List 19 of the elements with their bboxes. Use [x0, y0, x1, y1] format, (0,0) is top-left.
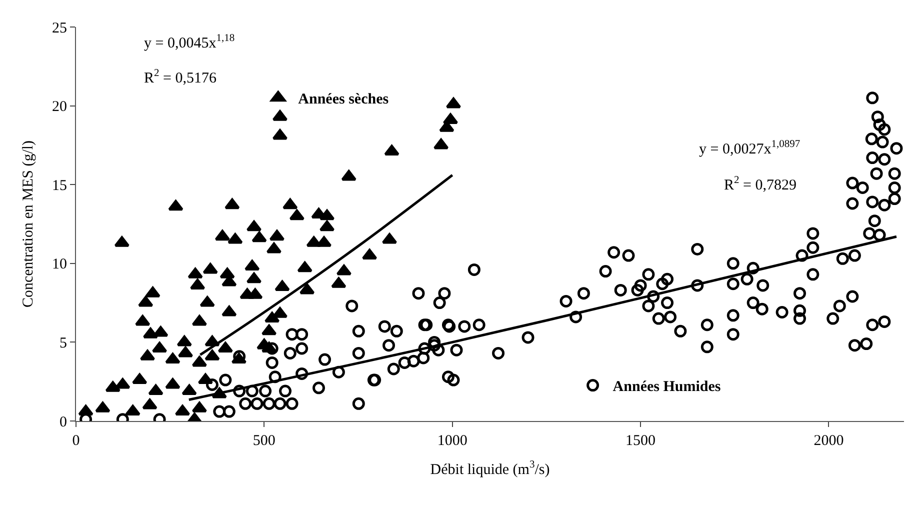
annotation: y = 0,0045x$^{1,18}$ [144, 33, 235, 52]
annotation: R$^{2}$ = 0,7829 [724, 175, 796, 194]
x-tick-label: 0 [72, 433, 80, 449]
y-axis-title: Concentration en MES (g/l) [20, 140, 36, 308]
y-tick-label: 5 [60, 335, 67, 352]
y-tick-label: 0 [60, 414, 67, 430]
x-tick-label: 1000 [437, 433, 468, 449]
y-tick-label: 25 [52, 20, 67, 36]
y-tick-label: 20 [52, 99, 67, 116]
x-axis-title: Débit liquide (m$^{3}$/s) [430, 460, 550, 478]
annotation: R$^{2}$ = 0,5176 [144, 68, 217, 86]
legend-label: Années sèches [298, 92, 389, 108]
annotation: y = 0,0027x$^{1,0897}$ [699, 139, 800, 158]
y-tick-label: 10 [52, 256, 67, 273]
y-tick-label: 15 [52, 178, 67, 194]
x-tick-label: 500 [252, 433, 276, 449]
x-tick-label: 2000 [814, 433, 844, 449]
x-tick-label: 1500 [626, 433, 656, 449]
legend-label: Années Humides [612, 379, 721, 396]
